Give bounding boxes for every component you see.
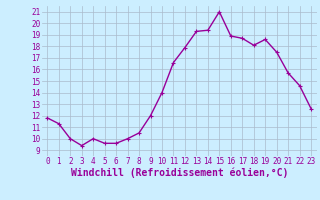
X-axis label: Windchill (Refroidissement éolien,°C): Windchill (Refroidissement éolien,°C) xyxy=(70,168,288,178)
